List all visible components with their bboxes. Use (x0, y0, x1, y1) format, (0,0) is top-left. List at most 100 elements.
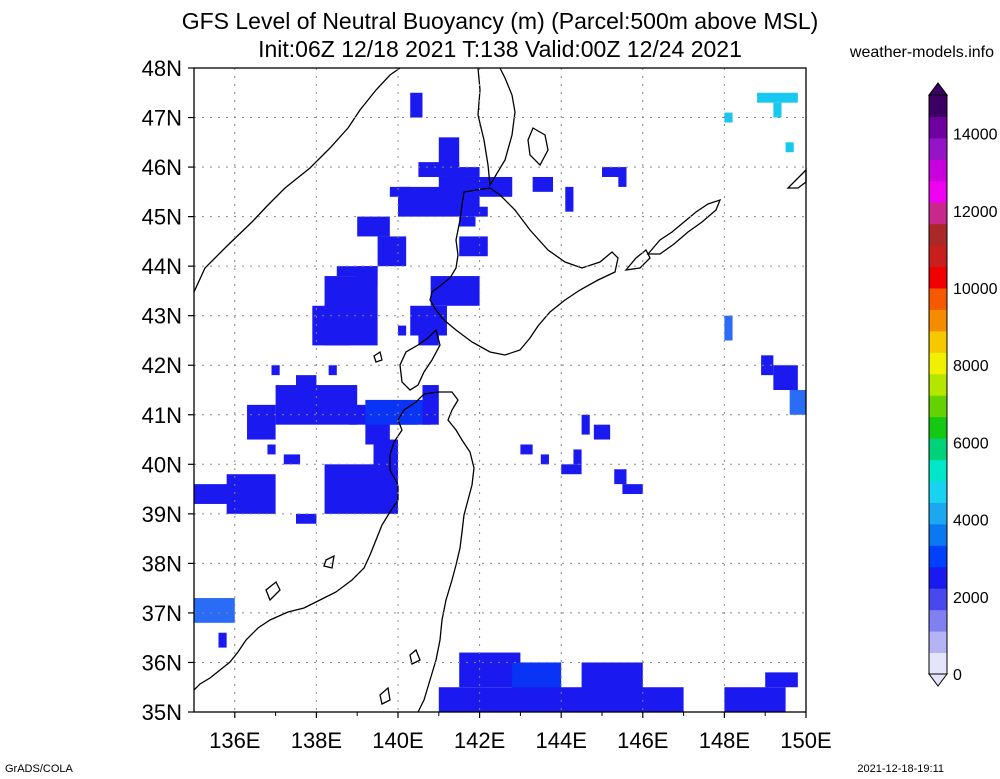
buoyancy-cell (602, 167, 627, 177)
longitude-labels: 136E 138E 140E 142E 144E 146E 148E 150E (209, 712, 832, 753)
colorbar-label: 8000 (953, 358, 989, 375)
colorbar-swatch (929, 288, 947, 310)
colorbar-swatch (929, 330, 947, 353)
buoyancy-cell (540, 454, 549, 465)
buoyancy-cell (271, 365, 280, 376)
buoyancy-cell (410, 92, 423, 118)
buoyancy-cells (194, 92, 806, 712)
buoyancy-cell (593, 424, 611, 440)
lat-label: 35N (142, 700, 182, 725)
buoyancy-cell (573, 449, 582, 465)
lon-label: 138E (291, 728, 342, 753)
buoyancy-cell (398, 325, 407, 336)
buoyancy-cell (618, 176, 627, 187)
buoyancy-cell (267, 444, 276, 455)
colorbar-swatch (929, 481, 947, 503)
lon-label: 142E (454, 728, 505, 753)
colorbar: 14000 12000 10000 8000 6000 4000 2000 0 (928, 82, 998, 687)
buoyancy-cell (532, 176, 554, 192)
coastline (193, 67, 807, 713)
colorbar-swatch (929, 95, 947, 117)
lat-label: 42N (142, 353, 182, 378)
lat-label: 38N (142, 551, 182, 576)
colorbar-swatch (929, 652, 947, 675)
colorbar-swatch (929, 180, 947, 203)
lat-label: 45N (142, 205, 182, 230)
buoyancy-cell (765, 672, 798, 688)
lat-label: 47N (142, 106, 182, 131)
latitude-labels: 48N 47N 46N 45N 44N 43N 42N 41N 40N 39N 38N 37N 36N 3… (142, 56, 194, 725)
buoyancy-cell (247, 404, 276, 440)
colorbar-swatch (929, 352, 947, 375)
buoyancy-cell (761, 355, 774, 376)
colorbar-label: 4000 (953, 513, 989, 530)
buoyancy-cell (724, 687, 786, 712)
buoyancy-cell (194, 598, 235, 623)
buoyancy-cell (430, 276, 480, 306)
buoyancy-cell (789, 390, 806, 415)
colorbar-swatch (929, 159, 947, 182)
lat-label: 48N (142, 56, 182, 81)
buoyancy-cell (724, 112, 733, 123)
buoyancy-cell (283, 454, 301, 465)
colorbar-swatch (929, 395, 947, 418)
buoyancy-cell (438, 176, 513, 197)
footer-timestamp: 2021-12-18-19:11 (857, 763, 944, 775)
buoyancy-cell (410, 305, 447, 336)
grid-lines (194, 68, 806, 712)
buoyancy-cell (561, 464, 582, 475)
colorbar-label: 14000 (953, 127, 998, 144)
buoyancy-cell (581, 414, 590, 435)
colorbar-label: 12000 (953, 204, 998, 221)
colorbar-label: 6000 (953, 435, 989, 452)
buoyancy-cell (757, 92, 798, 103)
colorbar-label: 0 (953, 667, 962, 684)
buoyancy-cell (377, 236, 407, 267)
colorbar-swatch (929, 631, 947, 654)
lat-label: 43N (142, 304, 182, 329)
buoyancy-cell (614, 469, 627, 485)
buoyancy-cell (622, 484, 643, 495)
colorbar-swatch (929, 438, 947, 461)
buoyancy-cell (540, 687, 684, 712)
colorbar-swatch (929, 502, 947, 525)
buoyancy-cell (565, 186, 574, 212)
lat-label: 36N (142, 650, 182, 675)
lat-label: 37N (142, 601, 182, 626)
buoyancy-cell (438, 137, 460, 168)
buoyancy-cell (324, 276, 378, 346)
lat-label: 46N (142, 155, 182, 180)
lon-label: 136E (209, 728, 260, 753)
lon-label: 140E (372, 728, 423, 753)
colorbar-label: 10000 (953, 281, 998, 298)
buoyancy-cell (773, 102, 782, 118)
colorbar-label: 2000 (953, 590, 989, 607)
buoyancy-cell (418, 162, 460, 177)
chart-subtitle: Init:06Z 12/18 2021 T:138 Valid:00Z 12/2… (258, 36, 742, 62)
buoyancy-cell (724, 315, 733, 341)
colorbar-swatch (929, 309, 947, 332)
buoyancy-cell (226, 474, 276, 514)
colorbar-swatch (929, 609, 947, 632)
lat-label: 41N (142, 403, 182, 428)
map-frame (193, 67, 807, 713)
buoyancy-cell (418, 335, 439, 346)
buoyancy-cell (296, 375, 317, 415)
buoyancy-cell (357, 216, 390, 237)
lat-label: 39N (142, 502, 182, 527)
lon-label: 150E (780, 728, 831, 753)
colorbar-swatch (929, 545, 947, 568)
buoyancy-cell (218, 632, 227, 648)
buoyancy-cell (459, 236, 488, 257)
buoyancy-cell (773, 365, 798, 390)
colorbar-swatch (929, 459, 947, 482)
colorbar-swatch (929, 416, 947, 439)
lat-label: 40N (142, 452, 182, 477)
chart-title: GFS Level of Neutral Buoyancy (m) (Parce… (181, 8, 819, 34)
colorbar-swatch (929, 523, 947, 546)
lat-label: 44N (142, 254, 182, 279)
buoyancy-cell (459, 216, 476, 227)
colorbar-swatch (929, 373, 947, 396)
colorbar-swatch (929, 116, 947, 139)
